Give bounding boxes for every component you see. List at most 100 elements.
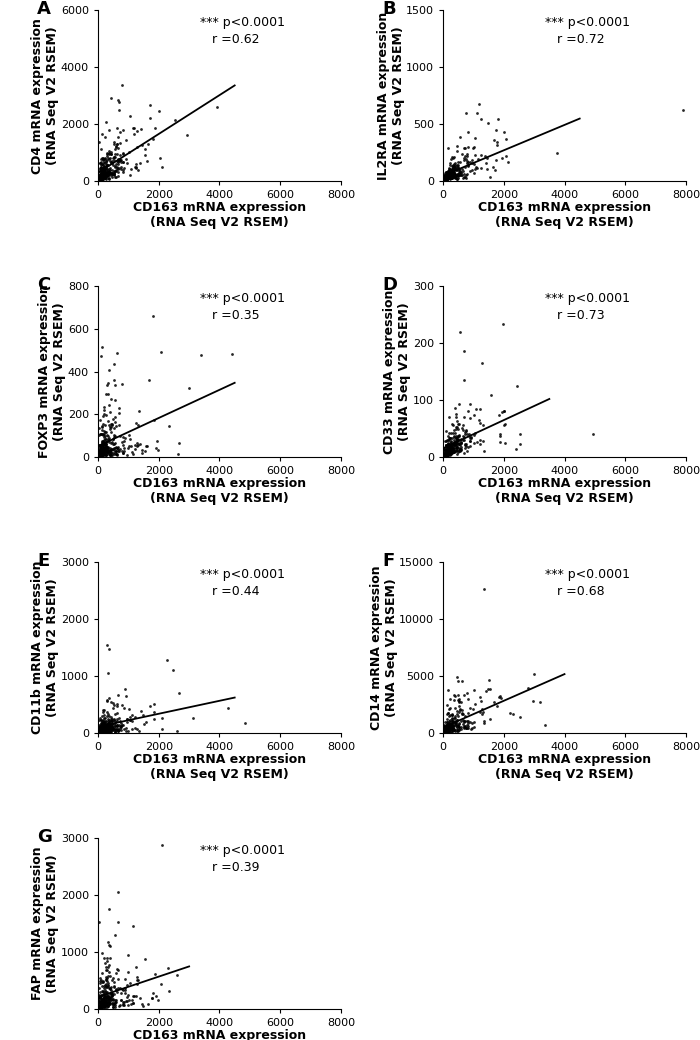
Point	[98, 440, 109, 457]
Point	[459, 713, 470, 730]
Point	[118, 161, 129, 178]
Point	[105, 390, 116, 407]
Point	[459, 148, 470, 164]
Point	[94, 172, 106, 188]
Point	[447, 445, 458, 462]
Point	[441, 723, 452, 739]
Point	[468, 701, 479, 718]
Point	[172, 966, 183, 983]
Point	[453, 721, 464, 737]
Point	[447, 170, 458, 186]
Point	[447, 166, 458, 183]
Point	[124, 438, 135, 454]
Point	[100, 988, 111, 1005]
Point	[494, 427, 505, 444]
Point	[448, 149, 459, 165]
Point	[510, 440, 522, 457]
Point	[439, 717, 450, 733]
Point	[447, 164, 458, 181]
Point	[440, 170, 452, 186]
Point	[499, 416, 510, 433]
Point	[101, 717, 112, 733]
Point	[101, 976, 112, 992]
Point	[106, 89, 117, 106]
Point	[108, 973, 120, 990]
Point	[121, 710, 132, 727]
Point	[116, 152, 127, 168]
Point	[102, 718, 113, 734]
Point	[97, 945, 108, 962]
Point	[463, 427, 474, 444]
Point	[444, 723, 455, 739]
Point	[108, 165, 120, 182]
Point	[447, 166, 458, 183]
Point	[94, 441, 106, 458]
Point	[444, 440, 455, 457]
Point	[447, 435, 458, 451]
Point	[118, 443, 130, 460]
Point	[99, 995, 111, 1012]
Point	[97, 443, 108, 460]
Point	[163, 418, 174, 435]
Point	[440, 172, 451, 188]
Point	[99, 988, 110, 1005]
Point	[94, 723, 105, 739]
Point	[102, 997, 113, 1014]
Point	[450, 160, 461, 177]
Point	[94, 999, 105, 1016]
Point	[99, 434, 111, 450]
Point	[125, 438, 136, 454]
Point	[131, 437, 142, 453]
Point	[103, 716, 114, 732]
Point	[97, 723, 108, 739]
Point	[108, 134, 119, 151]
Point	[93, 170, 104, 186]
Point	[106, 446, 117, 463]
Point	[102, 444, 113, 461]
Point	[144, 698, 155, 714]
Point	[453, 160, 464, 177]
Point	[450, 167, 461, 184]
Point	[108, 436, 120, 452]
Point	[482, 161, 493, 178]
Point	[100, 168, 111, 185]
Point	[105, 712, 116, 729]
Point	[444, 157, 456, 174]
Point	[100, 713, 111, 730]
Point	[97, 171, 108, 187]
Point	[97, 150, 108, 166]
Point	[103, 993, 114, 1010]
Point	[443, 168, 454, 185]
Point	[476, 701, 487, 718]
Point	[443, 435, 454, 451]
Point	[454, 437, 466, 453]
Point	[119, 982, 130, 998]
Point	[107, 995, 118, 1012]
Point	[148, 130, 159, 147]
Point	[459, 159, 470, 176]
Point	[442, 168, 454, 185]
Point	[106, 416, 117, 433]
Point	[452, 165, 463, 182]
Point	[94, 998, 106, 1015]
Point	[121, 447, 132, 464]
Point	[94, 167, 105, 184]
Point	[457, 427, 468, 444]
Point	[445, 170, 456, 186]
Point	[103, 164, 114, 181]
Point	[102, 967, 113, 984]
Point	[440, 168, 452, 185]
Point	[451, 433, 462, 449]
Point	[97, 163, 108, 180]
Point	[528, 666, 540, 682]
Point	[445, 442, 456, 459]
Point	[444, 717, 455, 733]
Point	[459, 719, 470, 735]
Point	[452, 437, 463, 453]
Point	[101, 152, 112, 168]
Point	[136, 441, 147, 458]
Point	[93, 171, 104, 187]
Text: G: G	[37, 828, 52, 847]
Point	[446, 441, 457, 458]
Point	[484, 168, 496, 185]
